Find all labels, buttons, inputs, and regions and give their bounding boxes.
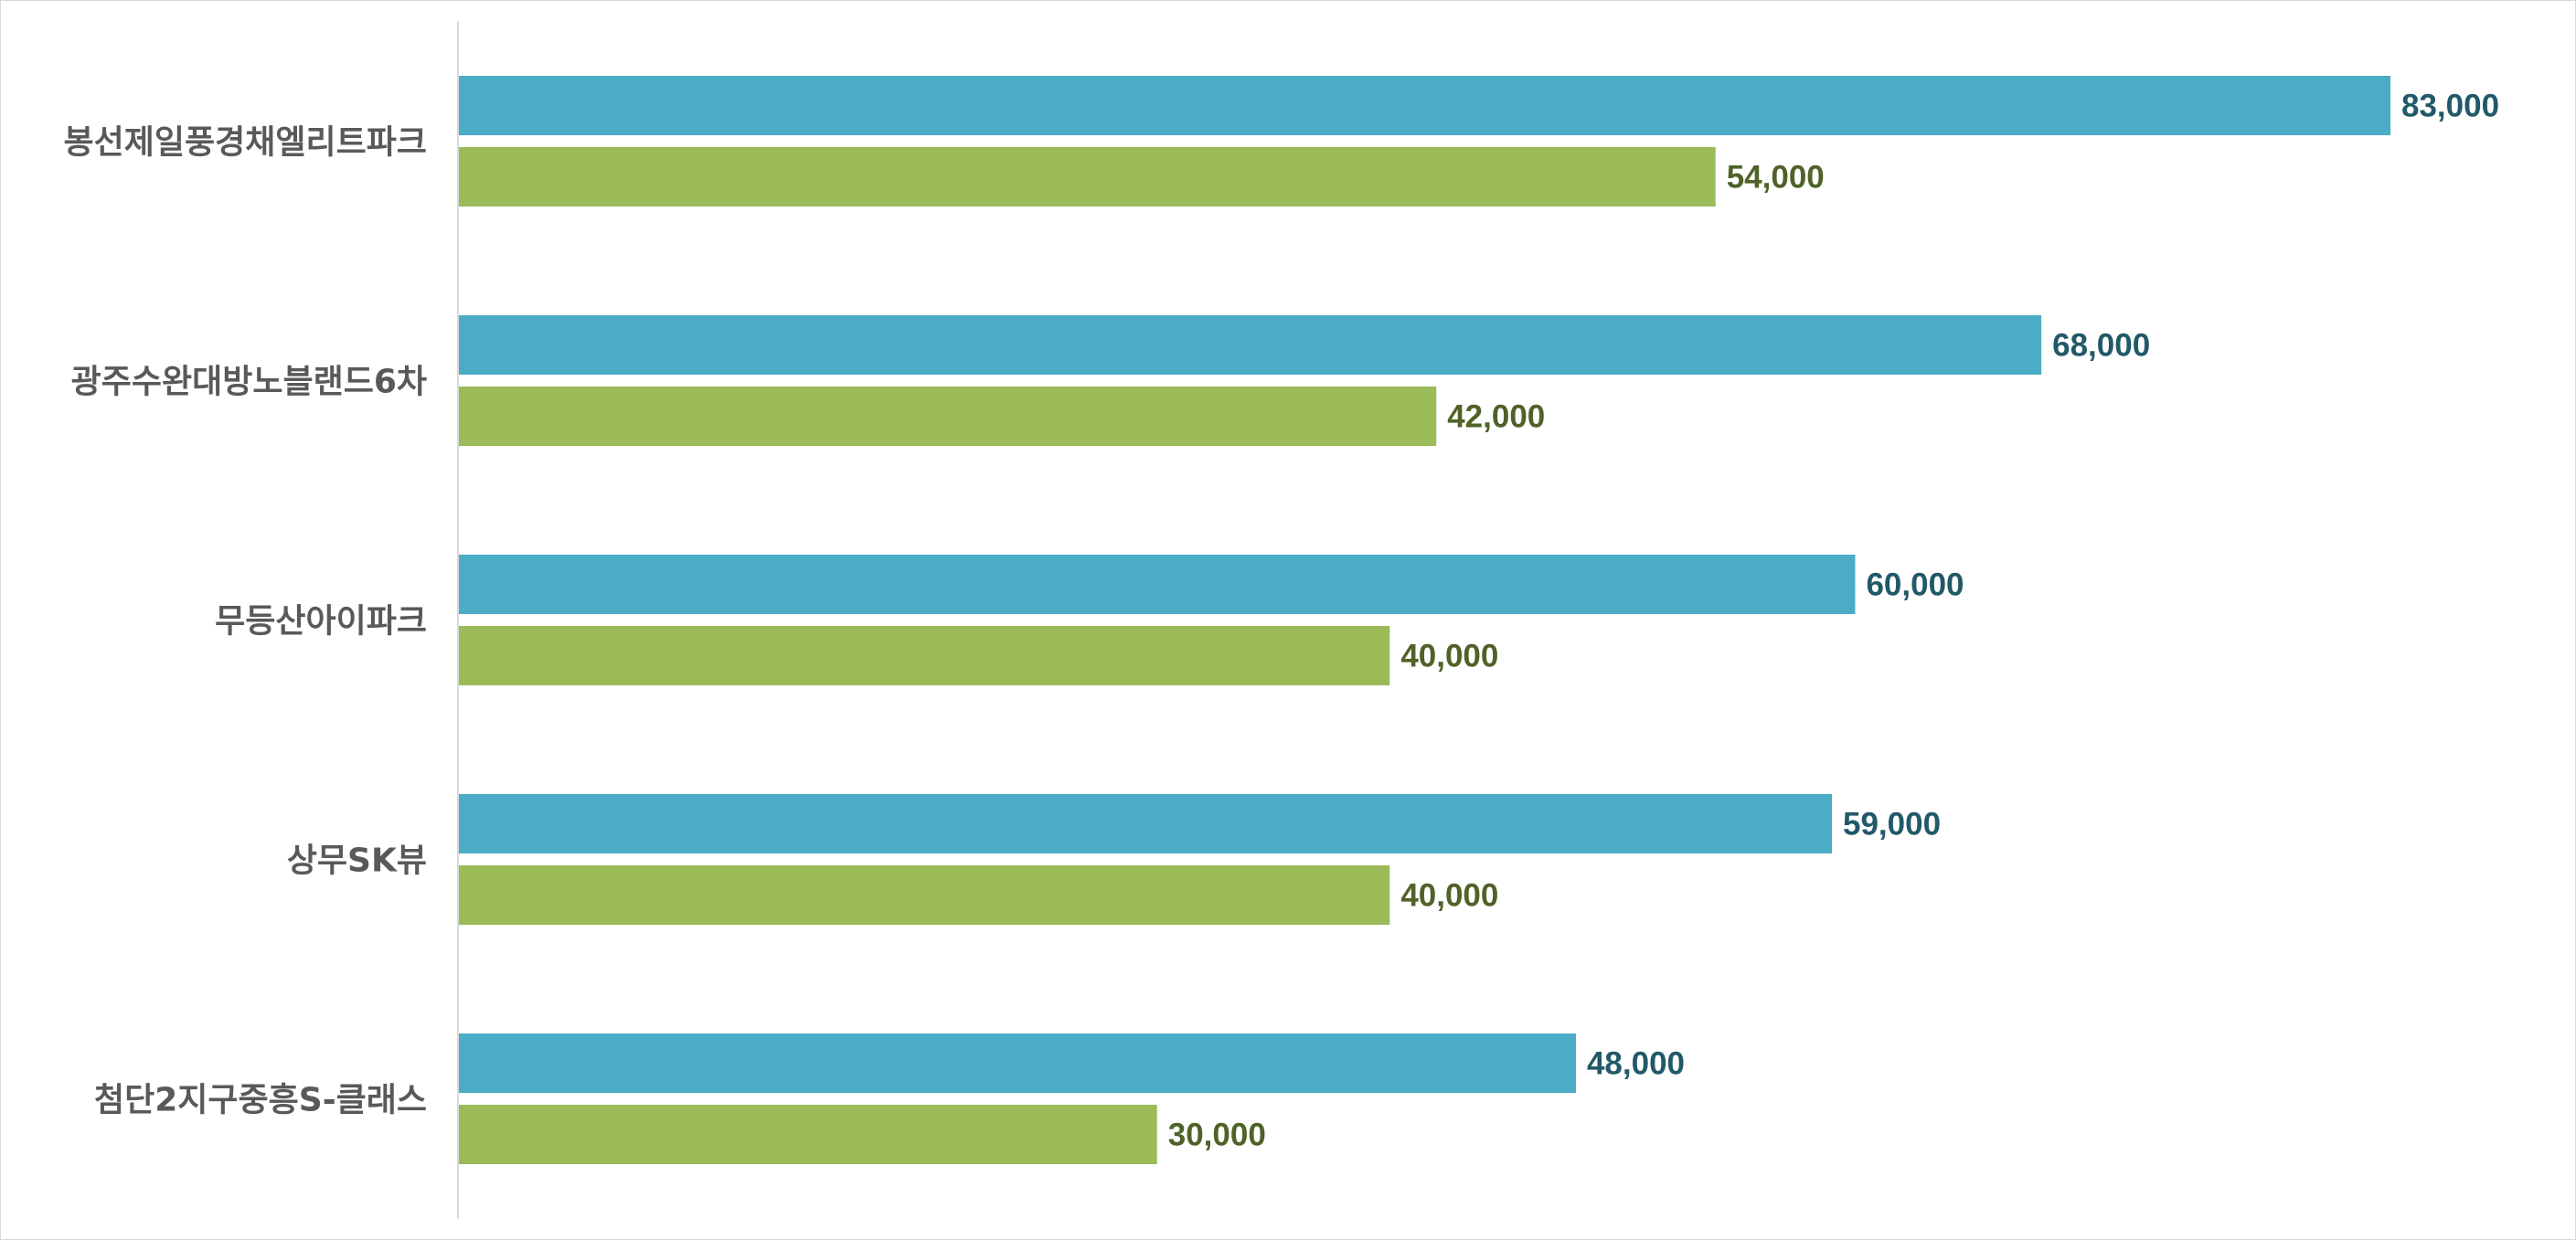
bar-series2-3 xyxy=(459,626,1390,685)
value-label-series2-1: 54,000 xyxy=(1727,160,1825,196)
category-label-3: 무등산아이파크 xyxy=(215,603,427,641)
value-label-series1-5: 48,000 xyxy=(1587,1046,1685,1082)
bar-series2-4 xyxy=(459,865,1390,925)
bar-series1-5 xyxy=(459,1033,1576,1093)
bar-series1-1 xyxy=(459,76,2390,135)
value-label-series1-4: 59,000 xyxy=(1843,807,1941,843)
value-labels: 83,000 54,000 68,000 42,000 60,000 40,000 59,0… xyxy=(1168,89,2499,1153)
value-label-series1-2: 68,000 xyxy=(2052,328,2150,364)
category-label-5: 첨단2지구중흥S-클래스 xyxy=(94,1082,427,1119)
bar-series1-2 xyxy=(459,315,2042,375)
value-label-series2-3: 40,000 xyxy=(1400,639,1498,674)
category-label-1: 봉선제일풍경채엘리트파크 xyxy=(64,124,427,162)
bar-series2-5 xyxy=(459,1105,1157,1164)
value-label-series2-4: 40,000 xyxy=(1400,878,1498,914)
bar-series1-3 xyxy=(459,555,1856,614)
bar-series2-2 xyxy=(459,387,1437,446)
value-label-series2-5: 30,000 xyxy=(1168,1118,1266,1153)
value-label-series1-1: 83,000 xyxy=(2401,89,2499,124)
category-label-4: 상무SK뷰 xyxy=(287,843,427,880)
bars xyxy=(459,76,2390,1164)
category-labels: 봉선제일풍경채엘리트파크광주수완대방노블랜드6차무등산아이파크상무SK뷰첨단2지… xyxy=(64,124,427,1119)
value-label-series1-3: 60,000 xyxy=(1866,567,1964,603)
bar-series2-1 xyxy=(459,147,1716,207)
bar-series1-4 xyxy=(459,794,1833,853)
category-label-2: 광주수완대방노블랜드6차 xyxy=(71,364,427,401)
value-label-series2-2: 42,000 xyxy=(1447,399,1545,435)
